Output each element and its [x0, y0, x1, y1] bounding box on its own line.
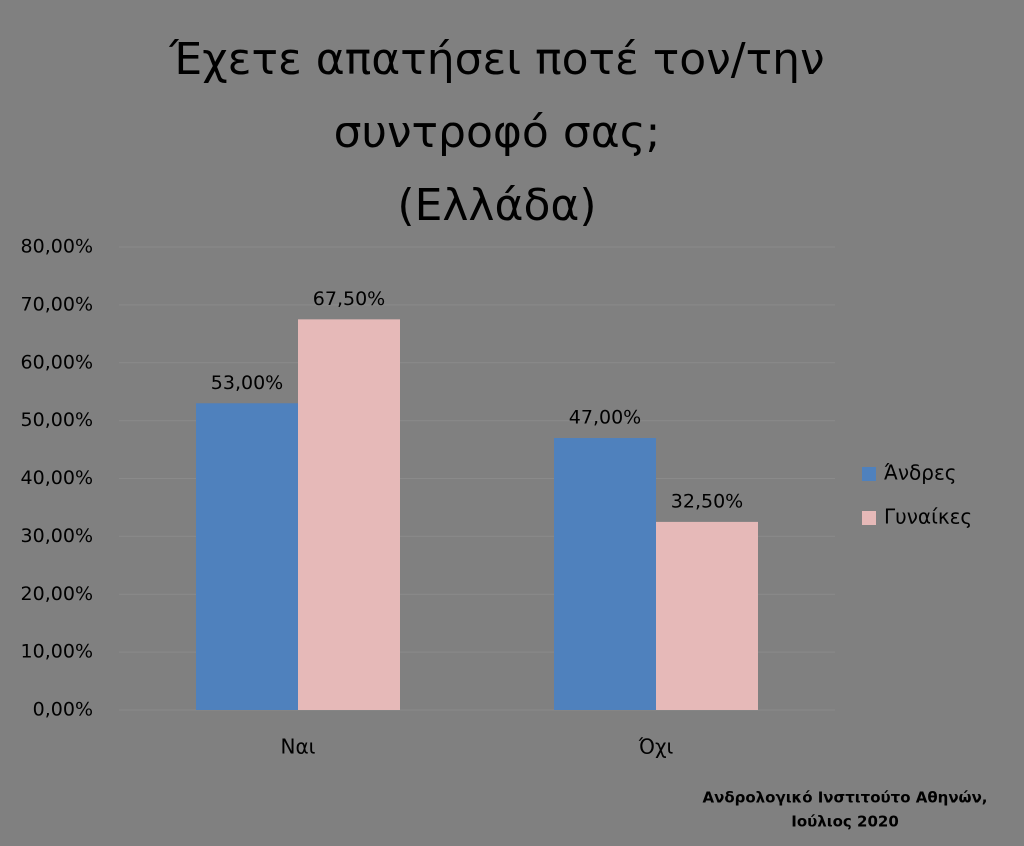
source-note: Ανδρολογικό Ινστιτούτο Αθηνών, [703, 789, 988, 807]
legend-label: Γυναίκες [884, 505, 972, 529]
bar [656, 521, 758, 710]
y-tick-label: 50,00% [21, 409, 93, 431]
chart-title: (Ελλάδα) [397, 180, 596, 231]
y-tick-label: 20,00% [21, 583, 93, 605]
x-tick-label: Ναι [281, 735, 316, 759]
y-tick-label: 40,00% [21, 467, 93, 489]
y-tick-label: 30,00% [21, 525, 93, 547]
legend-swatch [862, 467, 876, 481]
bar [554, 437, 656, 710]
chart-title: συντροφό σας; [334, 107, 661, 158]
y-tick-label: 70,00% [21, 293, 93, 315]
y-tick-label: 80,00% [21, 236, 93, 258]
bar [298, 319, 400, 710]
y-tick-label: 10,00% [21, 641, 93, 663]
bar [196, 403, 298, 710]
legend-swatch [862, 511, 876, 525]
value-label: 47,00% [569, 406, 641, 428]
legend-label: Άνδρες [884, 461, 957, 485]
source-note: Ιούλιος 2020 [791, 813, 899, 831]
y-tick-label: 0,00% [33, 699, 93, 721]
x-tick-label: Όχι [638, 735, 674, 759]
value-label: 53,00% [211, 372, 283, 394]
value-label: 32,50% [671, 490, 743, 512]
value-label: 67,50% [313, 288, 385, 310]
chart-title: Έχετε απατήσει ποτέ τον/την [168, 34, 824, 85]
y-tick-label: 60,00% [21, 351, 93, 373]
